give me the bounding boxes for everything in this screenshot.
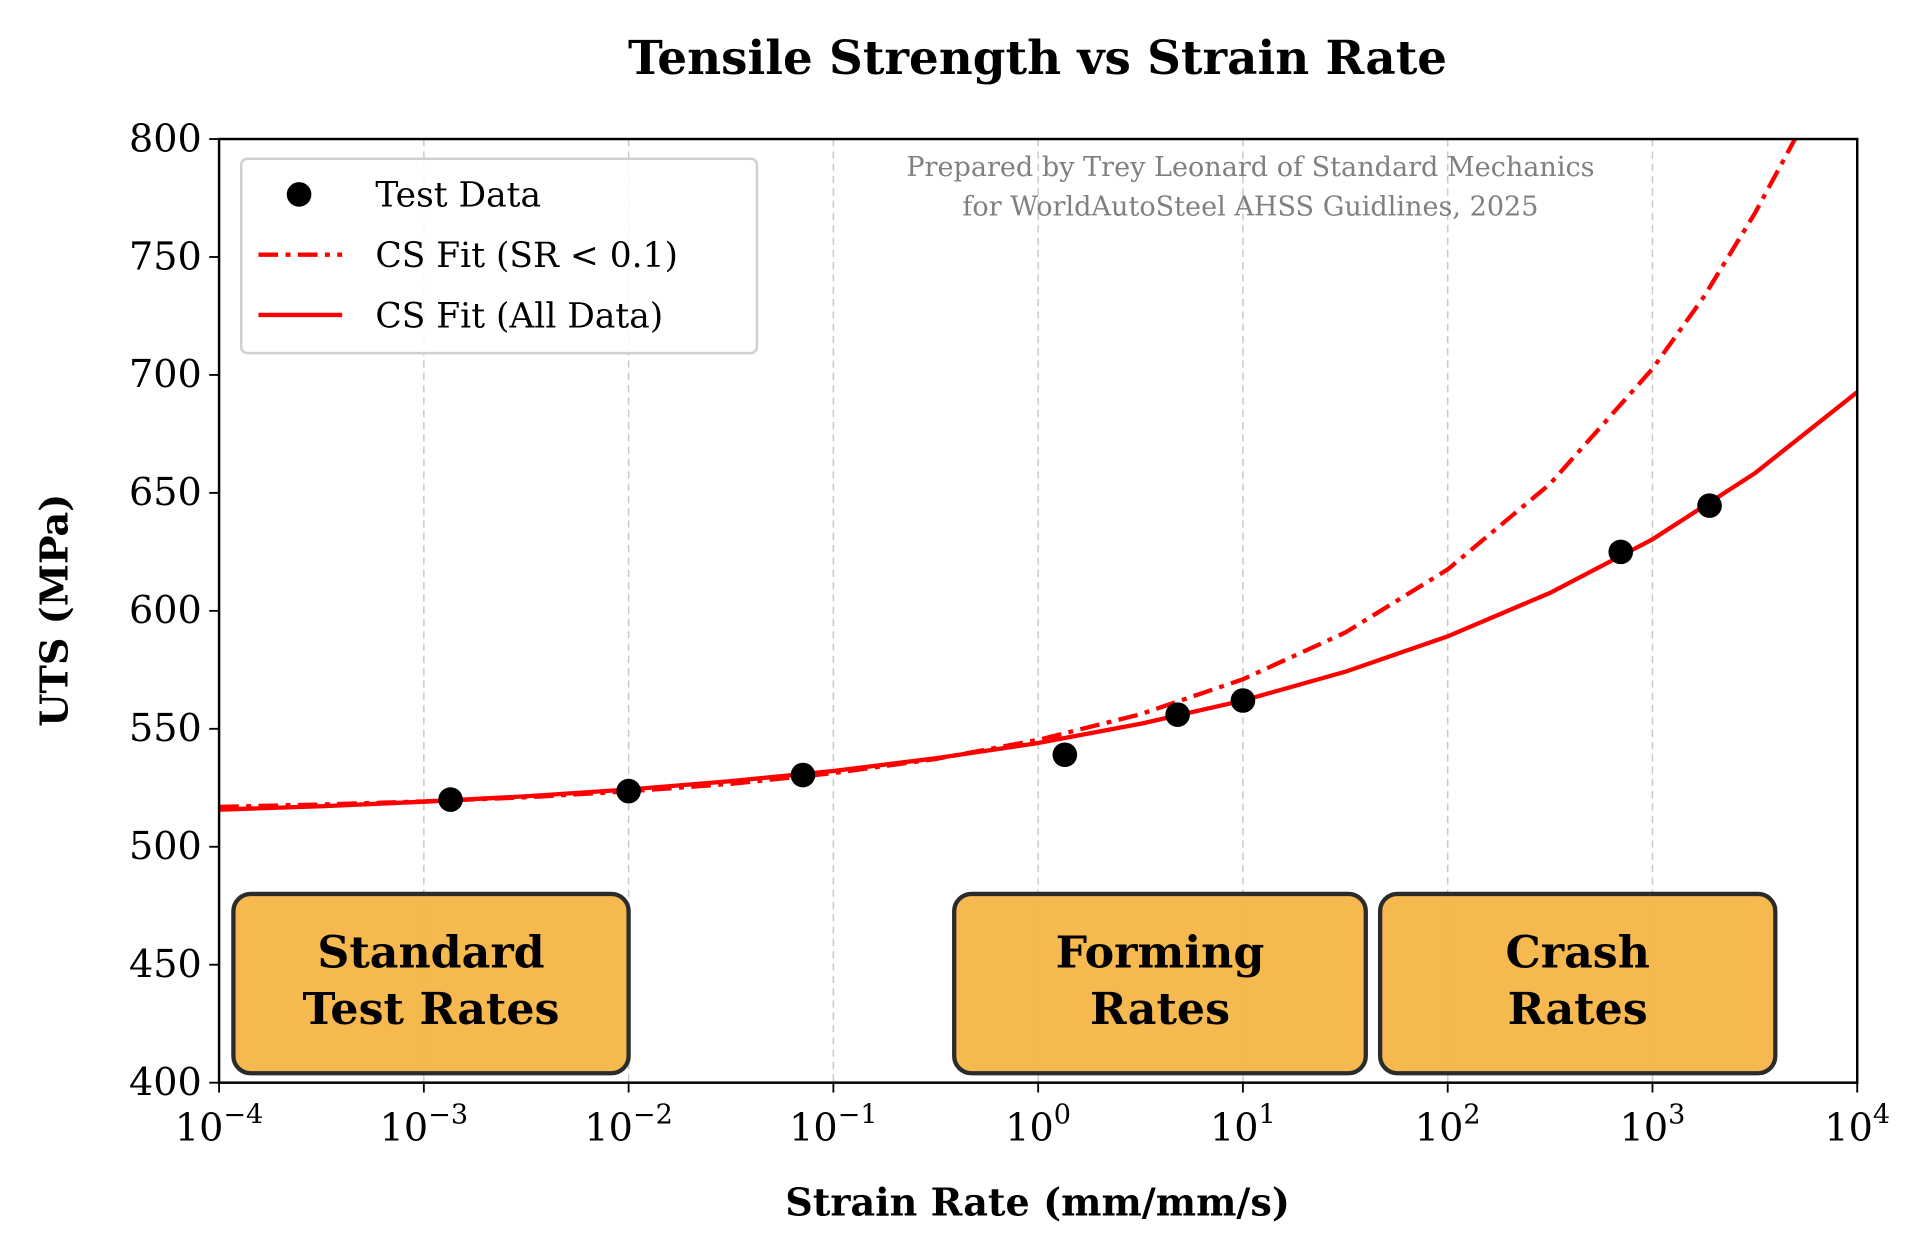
x-tick-exponent: 2 bbox=[1463, 1099, 1480, 1130]
region-label: Test Rates bbox=[303, 983, 560, 1035]
y-tick-label: 500 bbox=[129, 824, 202, 868]
region-label: Forming bbox=[1056, 927, 1265, 979]
x-tick-exponent: −2 bbox=[633, 1099, 673, 1130]
test-data-points bbox=[438, 493, 1722, 812]
x-tick-label: 10−2 bbox=[584, 1099, 672, 1149]
x-tick-label: 10−4 bbox=[175, 1099, 263, 1149]
y-tick-label: 800 bbox=[129, 116, 202, 160]
y-tick-label: 650 bbox=[129, 470, 202, 514]
x-tick-label: 101 bbox=[1210, 1099, 1276, 1149]
fit-curve-all-data bbox=[219, 390, 1858, 812]
x-tick-label: 100 bbox=[1005, 1099, 1071, 1149]
data-point bbox=[438, 787, 463, 812]
x-tick-base: 10 bbox=[789, 1106, 838, 1150]
y-tick-label: 450 bbox=[129, 942, 202, 986]
x-tick-base: 10 bbox=[584, 1106, 633, 1150]
y-tick-label: 400 bbox=[129, 1060, 202, 1104]
x-tick-exponent: 1 bbox=[1259, 1099, 1276, 1130]
x-tick-exponent: −3 bbox=[428, 1099, 468, 1130]
x-tick-exponent: 0 bbox=[1054, 1099, 1071, 1130]
x-tick-exponent: 3 bbox=[1668, 1099, 1685, 1130]
x-tick-base: 10 bbox=[1620, 1106, 1669, 1150]
x-tick-base: 10 bbox=[380, 1106, 429, 1150]
chart-title: Tensile Strength vs Strain Rate bbox=[628, 31, 1447, 86]
x-tick-label: 104 bbox=[1824, 1099, 1890, 1149]
region-box bbox=[1377, 891, 1778, 1076]
x-tick-exponent: −4 bbox=[223, 1099, 263, 1130]
y-tick-label: 700 bbox=[129, 352, 202, 396]
x-tick-label: 103 bbox=[1620, 1099, 1686, 1149]
data-point bbox=[1697, 493, 1722, 518]
data-point bbox=[790, 762, 816, 788]
grid bbox=[423, 139, 1654, 1083]
y-tick-label: 550 bbox=[129, 706, 202, 750]
region-label: Crash bbox=[1506, 927, 1650, 979]
x-tick-exponent: 4 bbox=[1873, 1099, 1890, 1130]
legend-label-cs-fit-all: CS Fit (All Data) bbox=[375, 296, 663, 336]
region-label: Standard bbox=[317, 927, 544, 979]
x-tick-base: 10 bbox=[1415, 1106, 1464, 1150]
x-tick-label: 10−1 bbox=[789, 1099, 877, 1149]
region-box bbox=[952, 891, 1368, 1076]
x-tick-label: 10−3 bbox=[380, 1099, 468, 1149]
x-axis-label: Strain Rate (mm/mm/s) bbox=[785, 1180, 1290, 1225]
legend-frame bbox=[240, 157, 759, 355]
x-tick-label: 102 bbox=[1415, 1099, 1481, 1149]
x-axis: 10−4 10−3 10−2 10−1 100 101 102 103 104 bbox=[175, 1082, 1890, 1150]
watermark-line-1: Prepared by Trey Leonard of Standard Mec… bbox=[906, 152, 1594, 183]
x-tick-exponent: −1 bbox=[838, 1099, 878, 1130]
watermark-line-2: for WorldAutoSteel AHSS Guidlines, 2025 bbox=[962, 191, 1538, 222]
x-tick-base: 10 bbox=[1824, 1106, 1873, 1150]
data-point bbox=[616, 778, 641, 804]
x-tick-base: 10 bbox=[1210, 1106, 1259, 1150]
y-axis-label: UTS (MPa) bbox=[32, 494, 77, 727]
fit-curves bbox=[219, 139, 1858, 812]
data-point bbox=[1608, 539, 1634, 565]
data-point bbox=[1165, 702, 1190, 727]
y-tick-label: 600 bbox=[129, 588, 202, 632]
region-label: Rates bbox=[1508, 983, 1648, 1035]
data-point bbox=[1052, 742, 1078, 768]
x-tick-base: 10 bbox=[175, 1106, 224, 1150]
legend: Test Data CS Fit (SR < 0.1) CS Fit (All … bbox=[240, 157, 759, 355]
legend-marker-test-data bbox=[286, 182, 312, 207]
region-box bbox=[231, 891, 631, 1076]
legend-label-test-data: Test Data bbox=[375, 176, 541, 216]
region-label: Rates bbox=[1090, 983, 1230, 1035]
y-tick-label: 750 bbox=[129, 234, 202, 278]
legend-label-cs-fit-sr: CS Fit (SR < 0.1) bbox=[375, 236, 678, 276]
data-point bbox=[1230, 688, 1256, 713]
y-axis: 400 450 500 550 600 650 700 750 800 bbox=[129, 116, 220, 1104]
x-tick-base: 10 bbox=[1005, 1106, 1054, 1150]
